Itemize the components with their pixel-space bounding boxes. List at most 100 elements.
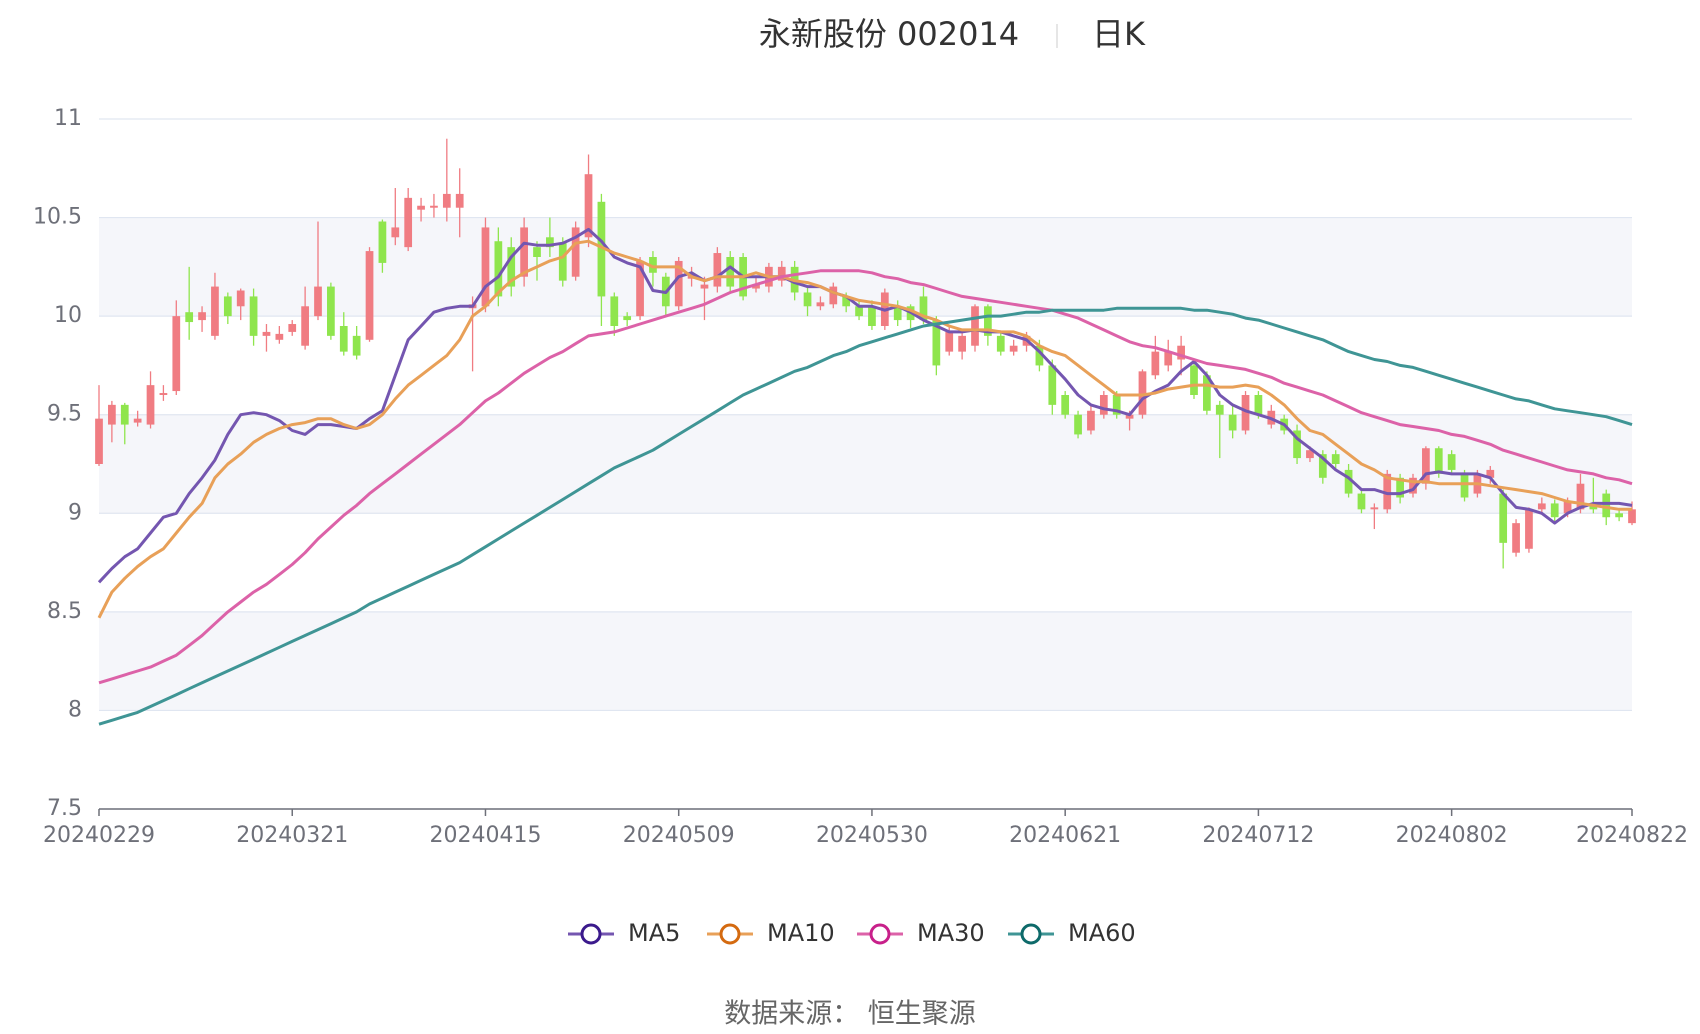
legend-label: MA10 (767, 919, 835, 947)
candle-body (172, 316, 181, 392)
candle-body (520, 227, 528, 277)
legend-label: MA60 (1068, 919, 1136, 947)
candle-body (584, 174, 593, 238)
candle-body (971, 306, 979, 346)
candle-body (713, 253, 722, 287)
candle-body (1563, 501, 1572, 514)
ma-line (98, 269, 1633, 685)
candle-body (1293, 430, 1301, 459)
candle-body (1125, 414, 1134, 419)
candle-body (365, 251, 374, 340)
candle-body (133, 418, 142, 423)
y-tick-label: 9.5 (47, 402, 82, 427)
y-tick-label: 10.5 (33, 205, 82, 230)
candle-body (996, 335, 1005, 352)
legend-marker (1020, 923, 1042, 945)
candle-body (1537, 503, 1546, 510)
candle-body (1112, 395, 1121, 415)
candle-body (494, 241, 503, 297)
candle-body (932, 320, 941, 366)
candle-body (700, 284, 709, 289)
candle-body (1048, 365, 1057, 405)
candle-body (455, 193, 464, 208)
legend-marker (580, 923, 602, 945)
candle-body (1087, 410, 1095, 431)
candle-body (1215, 404, 1224, 415)
candle-body (919, 296, 928, 321)
candle-body (1035, 345, 1044, 366)
candle-body (726, 257, 735, 287)
candle-body (1602, 493, 1611, 518)
candle-body (1422, 448, 1430, 484)
candle-body (507, 247, 516, 287)
x-tick-label: 20240621 (1009, 823, 1121, 848)
candle-body (1318, 454, 1327, 478)
ma-line (97, 239, 1632, 619)
candle-body (262, 331, 271, 336)
candle-body (430, 205, 438, 208)
candle-body (777, 266, 786, 281)
x-tick-label: 20240802 (1396, 823, 1508, 848)
candle-body (868, 306, 876, 326)
candle-body (1074, 414, 1082, 435)
candle-body (1615, 513, 1623, 518)
candle-body (1434, 448, 1443, 474)
candle-body (1512, 523, 1520, 553)
y-tick-label: 8 (68, 697, 82, 722)
candle-body (1306, 450, 1314, 459)
ma-line (98, 306, 1633, 726)
candle-body (442, 193, 451, 208)
candle-body (1357, 493, 1366, 510)
split-area (99, 217, 1632, 317)
candle-body (481, 227, 490, 307)
candle-body (610, 296, 619, 326)
candle-body (1383, 473, 1392, 510)
y-tick-label: 7.5 (47, 796, 82, 821)
candle-body (1164, 351, 1173, 366)
candle-body (1409, 477, 1417, 494)
y-tick-label: 11 (54, 106, 82, 131)
candle-body (1460, 473, 1469, 498)
candle-body (339, 326, 348, 352)
candle-body (533, 247, 541, 257)
candle-body (146, 385, 155, 425)
candle-body (1550, 503, 1559, 518)
candle-body (223, 296, 232, 317)
candle-body (816, 302, 825, 307)
split-area (99, 414, 1632, 514)
candle-body (236, 290, 245, 307)
x-tick-label: 20240712 (1202, 823, 1314, 848)
candle-body (288, 324, 297, 332)
candle-body (159, 393, 168, 395)
candle-body (842, 296, 851, 307)
candle-body (1241, 395, 1250, 431)
candle-body (1576, 483, 1585, 510)
x-tick-label: 20240822 (1576, 823, 1688, 848)
candle-body (352, 335, 361, 356)
candle-body (546, 237, 554, 248)
candle-body (1447, 454, 1456, 470)
candle-body (1203, 375, 1211, 411)
candle-body (1151, 351, 1160, 376)
candle-body (327, 286, 335, 336)
candle-body (829, 286, 838, 305)
x-tick-label: 20240321 (236, 823, 348, 848)
source-note: 数据来源： 恒生聚源 (724, 999, 976, 1030)
candle-body (1344, 469, 1353, 494)
candle-body (1009, 345, 1018, 352)
candle-body (1138, 371, 1147, 415)
legend-marker (869, 923, 891, 945)
candle-body (211, 286, 219, 336)
candle-body (1177, 345, 1185, 360)
candle-body (1525, 509, 1533, 549)
candle-body (95, 418, 103, 464)
candle-body (1061, 395, 1070, 415)
candle-body (314, 286, 322, 317)
candle-body (945, 331, 954, 352)
candle-body (597, 201, 606, 297)
candle-body (1396, 477, 1404, 498)
candle-body (752, 284, 760, 289)
split-area (99, 611, 1632, 711)
